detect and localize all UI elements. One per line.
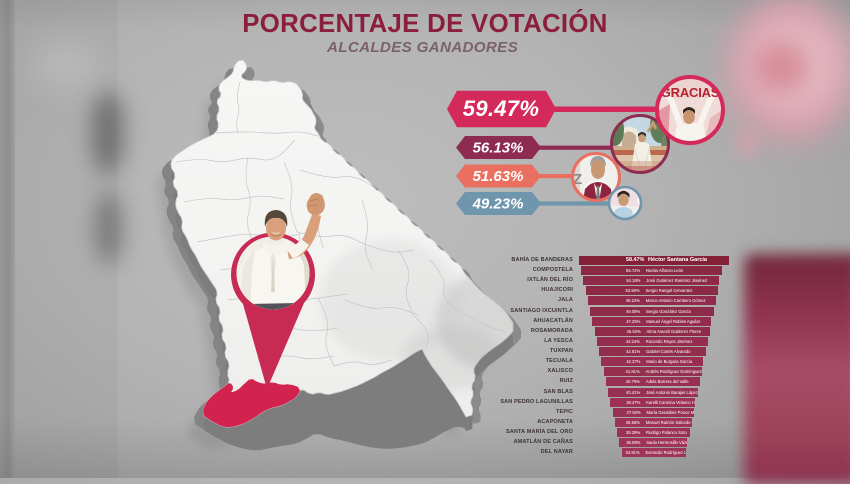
svg-text:51.63%: 51.63% bbox=[473, 168, 524, 185]
svg-text:Z: Z bbox=[573, 171, 582, 188]
svg-text:56.13%: 56.13% bbox=[473, 140, 524, 157]
svg-text:49.23%: 49.23% bbox=[472, 196, 524, 213]
svg-text:GRACIAS: GRACIAS bbox=[661, 85, 720, 100]
svg-text:59.47%: 59.47% bbox=[463, 96, 539, 121]
